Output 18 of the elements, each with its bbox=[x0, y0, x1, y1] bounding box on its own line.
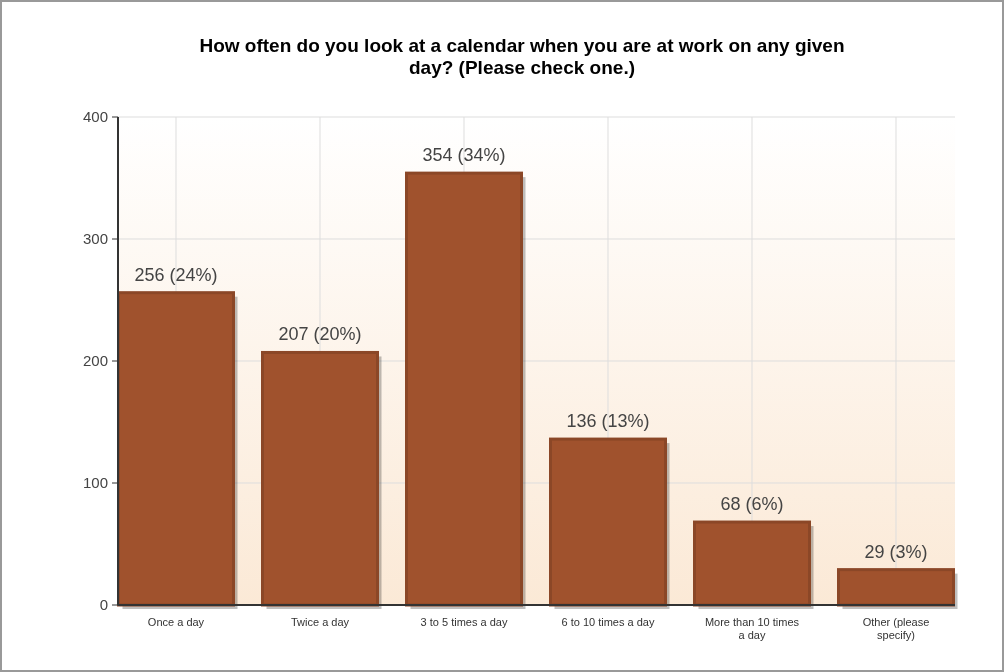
data-label: 68 (6%) bbox=[720, 494, 784, 515]
data-label: 354 (34%) bbox=[422, 145, 506, 166]
y-tick-label: 400 bbox=[82, 108, 108, 126]
y-tick-label: 0 bbox=[99, 596, 108, 614]
data-label: 256 (24%) bbox=[134, 264, 218, 285]
x-tick-label: 3 to 5 times a day bbox=[420, 616, 508, 628]
y-tick-label: 200 bbox=[82, 352, 108, 370]
chart-title: How often do you look at a calendar when you are at work on any given day? (Please check one.) bbox=[199, 35, 845, 78]
x-tick-label: Once a day bbox=[147, 616, 205, 628]
x-tick-label: Other (please specify) bbox=[862, 616, 930, 641]
data-label: 29 (3%) bbox=[864, 541, 928, 562]
x-tick-label: 6 to 10 times a day bbox=[561, 616, 655, 628]
y-tick-label: 300 bbox=[82, 230, 108, 248]
data-label: 136 (13%) bbox=[566, 411, 650, 432]
y-tick-label: 100 bbox=[82, 474, 108, 492]
x-tick-label: Twice a day bbox=[290, 616, 350, 628]
data-label: 207 (20%) bbox=[278, 324, 362, 345]
x-tick-label: More than 10 times a day bbox=[704, 616, 800, 641]
